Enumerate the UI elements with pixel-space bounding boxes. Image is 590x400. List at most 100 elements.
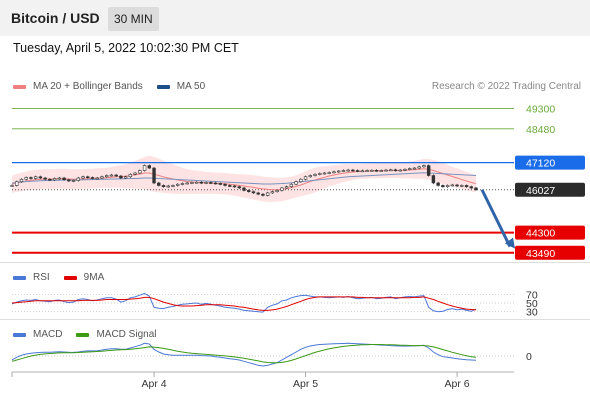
candle-body [57, 177, 62, 180]
candle-body [86, 176, 90, 179]
candle-body [109, 174, 114, 177]
legend-item-macd: MACD [13, 329, 62, 340]
candle-body [398, 169, 402, 172]
legend-label-9ma: 9MA [83, 272, 105, 283]
candle-body [213, 182, 218, 185]
candle-body [426, 165, 431, 176]
candle-body [393, 169, 398, 172]
legend-swatch-macd [13, 332, 26, 337]
x-tick-apr-4: Apr 4 [141, 378, 166, 390]
candle-body [76, 177, 80, 181]
candle-body [275, 190, 279, 192]
credit-text: Research © 2022 Trading Central [431, 81, 581, 92]
candle-body [204, 182, 208, 184]
pane-divider-macd [0, 319, 590, 320]
level-label-46027: 46027 [526, 185, 555, 197]
candle-body [308, 175, 312, 178]
candle-body [336, 170, 341, 173]
candle-body [370, 169, 374, 172]
candle-body [161, 185, 166, 187]
x-tick-apr-5: Apr 5 [293, 378, 318, 390]
legend-label-rsi: RSI [33, 272, 50, 283]
pane-divider-rsi [0, 262, 590, 263]
ma50-line [11, 172, 477, 185]
candle-body [247, 190, 251, 192]
candle-body [384, 169, 388, 172]
rsi-tick-30: 30 [526, 307, 538, 319]
candle-body [166, 185, 170, 188]
candle-body [152, 167, 156, 184]
candle-body [280, 187, 284, 191]
candle-body [147, 165, 152, 169]
candle-body [10, 185, 14, 187]
rsi-ma9-line [11, 296, 477, 311]
legend-swatch-ma50 [156, 84, 170, 89]
level-label-47120: 47120 [526, 158, 555, 170]
candle-body [48, 178, 52, 181]
candle-body [209, 182, 213, 184]
candle-body [436, 182, 440, 186]
candle-body [119, 175, 123, 179]
candle-body [299, 178, 303, 183]
candle-body [256, 192, 260, 195]
candle-body [15, 181, 19, 186]
candle-body [19, 178, 24, 183]
candle-body [62, 177, 66, 181]
candle-body [43, 177, 47, 180]
forecast-arrow-head [505, 237, 515, 249]
candle-body [133, 172, 137, 175]
legend-item-macd-signal: MACD Signal [76, 329, 156, 340]
candle-body [289, 183, 294, 187]
candle-body [327, 172, 331, 174]
legend-label-macd: MACD [33, 329, 63, 340]
candle-body [322, 172, 327, 175]
candle-body [261, 193, 265, 196]
legend-item-ma50: MA 50 [156, 81, 206, 92]
candle-body [445, 185, 450, 187]
candle-body [303, 176, 308, 180]
x-tick-apr-6: Apr 6 [445, 378, 470, 390]
candle-body [67, 179, 71, 182]
candle-body [417, 166, 421, 169]
legend-item-rsi: RSI [13, 272, 50, 283]
level-tag-47120 [515, 155, 585, 170]
candle-body [81, 176, 85, 179]
candle-body [90, 177, 95, 179]
candle-body [251, 191, 256, 194]
candle-body [460, 185, 464, 187]
candle-body [265, 192, 270, 196]
candle-body [95, 177, 99, 180]
candle-body [408, 168, 412, 170]
macd-signal-line [11, 344, 477, 364]
candle-body [474, 187, 478, 191]
candle-body [232, 185, 237, 188]
candle-body [171, 185, 175, 187]
candle-body [100, 176, 104, 179]
macd-line [11, 342, 477, 367]
candle-body [128, 173, 133, 178]
candle-body [270, 191, 275, 194]
main-legend: MA 20 + Bollinger Bands MA 50 [13, 81, 219, 92]
candle-body [71, 180, 76, 182]
chart-datetime: Tuesday, April 5, 2022 10:02:30 PM CET [13, 41, 239, 55]
timeframe-button[interactable]: 30 MIN [108, 7, 159, 31]
candle-body [294, 181, 298, 185]
candle-body [469, 186, 473, 189]
candle-body [318, 173, 322, 175]
candle-body [157, 182, 161, 186]
macd-tick-0: 0 [526, 351, 532, 363]
candle-body [138, 170, 142, 174]
candle-body [33, 176, 38, 179]
candle-body [360, 170, 365, 173]
candle-body [284, 186, 289, 189]
candle-body [412, 167, 417, 170]
candle-body [242, 187, 246, 191]
legend-label-ma20: MA 20 + Bollinger Bands [33, 81, 143, 92]
candle-body [365, 170, 369, 172]
legend-swatch-macd-signal [76, 332, 90, 337]
candle-body [379, 170, 384, 172]
candle-body [422, 165, 426, 168]
legend-label-macd-signal: MACD Signal [96, 329, 157, 340]
legend-label-ma50: MA 50 [176, 81, 206, 92]
candle-body [24, 177, 28, 180]
